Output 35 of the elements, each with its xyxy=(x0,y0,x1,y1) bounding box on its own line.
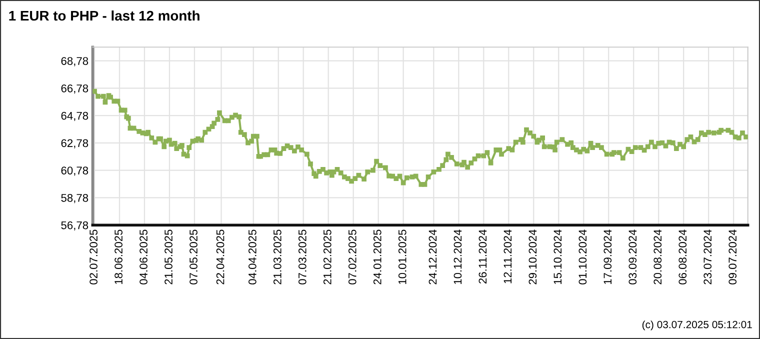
x-tick-label: 02.07.2025 xyxy=(90,230,98,284)
x-tick-label: 07.05.2025 xyxy=(190,230,198,284)
y-tick-label: 68,78 xyxy=(61,57,88,66)
x-tick-label: 09.07.2024 xyxy=(728,230,737,284)
x-tick-label: 15.10.2024 xyxy=(554,230,562,284)
x-tick-label: 17.09.2024 xyxy=(604,230,612,284)
y-tick-label: 56,78 xyxy=(61,221,88,231)
x-tick-label: 21.03.2025 xyxy=(273,230,282,284)
x-tick-label: 01.10.2024 xyxy=(578,230,587,284)
x-tick-label: 29.10.2024 xyxy=(528,230,537,284)
x-tick-label: 21.02.2025 xyxy=(323,230,332,284)
x-tick-label: 20.08.2024 xyxy=(654,230,662,284)
x-tick-label: 04.04.2025 xyxy=(248,230,256,284)
x-tick-label: 07.03.2025 xyxy=(298,230,306,284)
x-tick-label: 03.09.2024 xyxy=(628,230,637,284)
x-tick-label: 10.12.2024 xyxy=(454,230,462,284)
x-tick-label: 22.04.2025 xyxy=(216,230,224,284)
x-tick-label: 24.12.2024 xyxy=(428,230,437,284)
x-tick-label: 24.01.2025 xyxy=(373,230,382,284)
y-tick-label: 58,78 xyxy=(61,194,88,204)
x-tick-label: 18.06.2025 xyxy=(114,230,122,284)
y-tick-label: 60,78 xyxy=(61,166,88,176)
y-tick-label: 62,78 xyxy=(61,139,88,148)
y-tick-label: 66,78 xyxy=(61,84,88,94)
x-tick-label: 26.11.2024 xyxy=(478,230,487,284)
x-tick-label: 10.01.2025 xyxy=(398,230,406,284)
x-tick-label: 12.11.2024 xyxy=(504,230,512,284)
chart-title: 1 EUR to PHP - last 12 month xyxy=(9,10,200,21)
x-tick-label: 06.08.2024 xyxy=(678,230,687,284)
x-tick-label: 23.07.2024 xyxy=(704,230,712,284)
x-tick-label: 21.05.2025 xyxy=(164,230,172,284)
y-tick-label: 64,78 xyxy=(61,112,88,122)
x-tick-label: 07.02.2025 xyxy=(348,230,356,284)
text: (c) 03.07.2025 05:12:01 xyxy=(642,320,752,330)
x-tick-label: 04.06.2025 xyxy=(140,230,148,284)
